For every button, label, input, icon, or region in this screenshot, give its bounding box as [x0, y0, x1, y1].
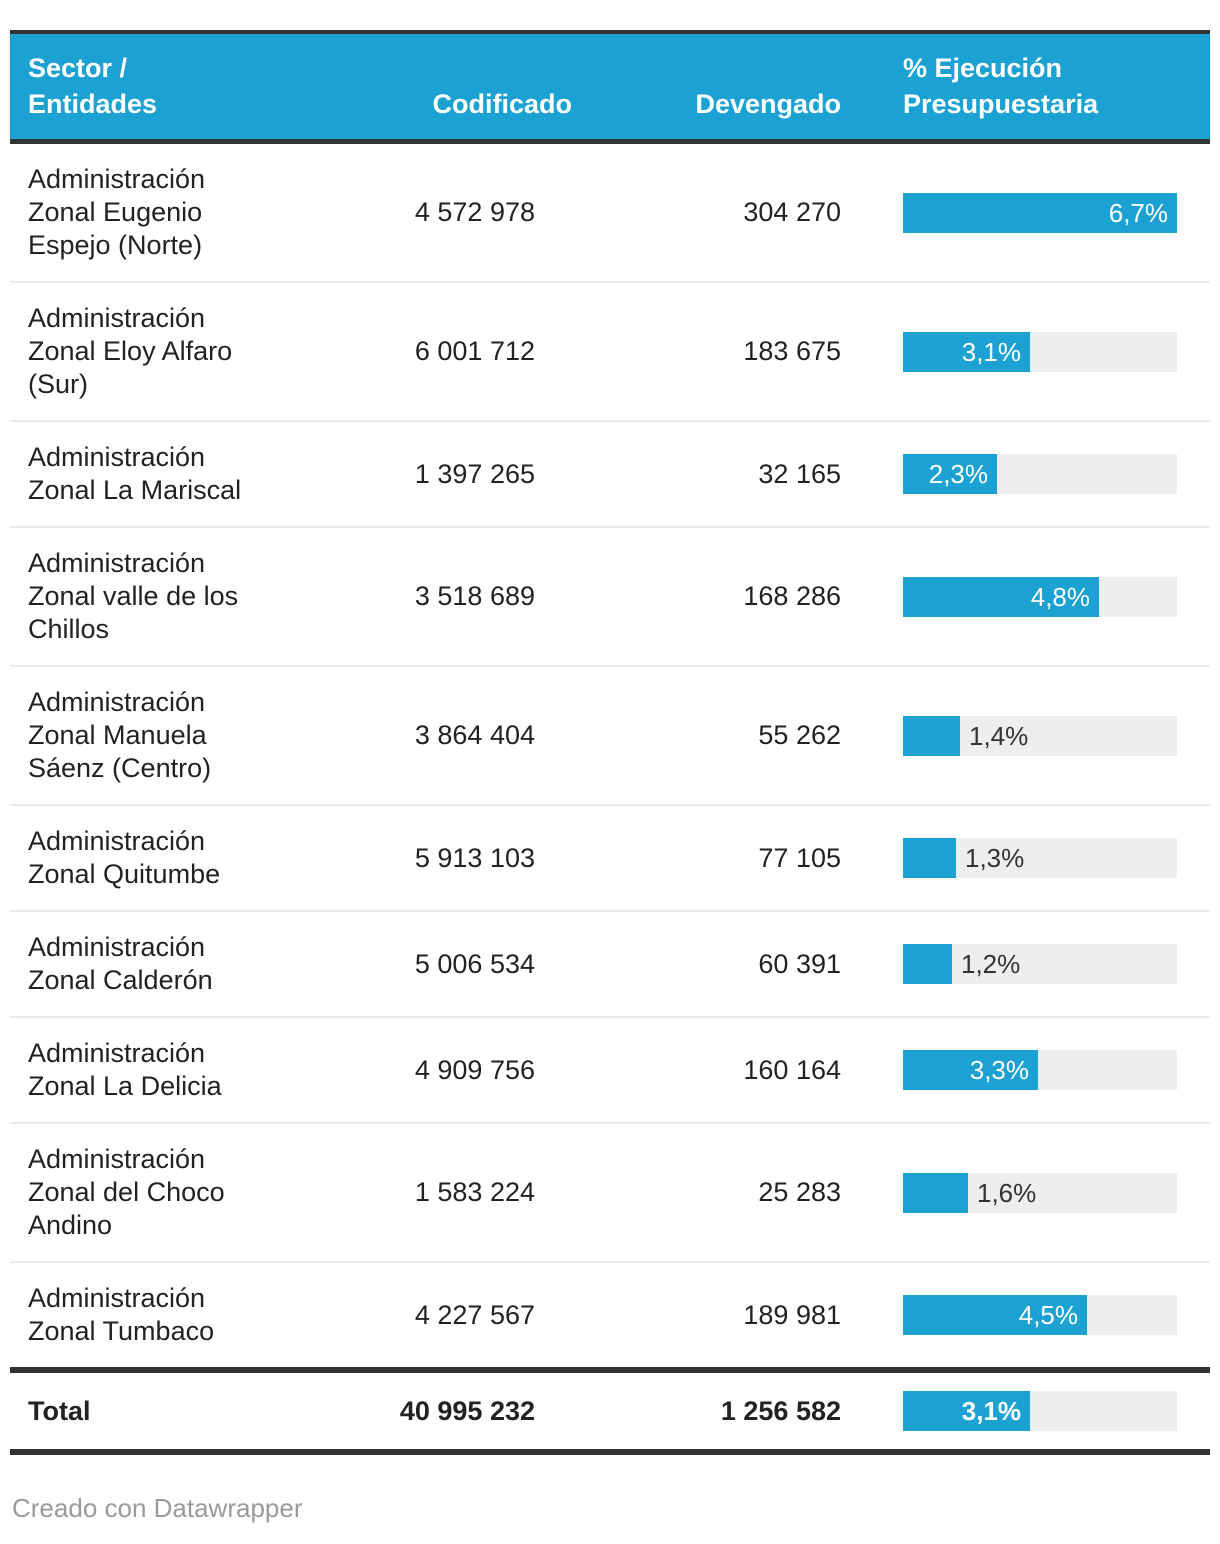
devengado-value: 77 105	[758, 842, 841, 873]
table-row: Administración Zonal Eugenio Espejo (Nor…	[10, 144, 1210, 283]
devengado-value: 55 262	[758, 720, 841, 750]
bar-fill	[903, 1391, 1030, 1431]
bar-label: 3,1%	[961, 1396, 1021, 1426]
sector-name: Administración Zonal La Mariscal	[28, 442, 242, 505]
sector-name: Administración Zonal valle de los Chillo…	[28, 548, 239, 644]
header-sector: Sector / Entidades	[10, 50, 253, 122]
header-ejecucion: % Ejecución Presupuestaria	[903, 53, 1099, 119]
execution-bar-cell: 1,2%	[903, 944, 1177, 984]
bar-label: 3,1%	[961, 336, 1021, 367]
codificado-value: 1 397 265	[414, 458, 535, 489]
devengado-value: 304 270	[743, 197, 841, 227]
budget-execution-table: Sector / Entidades Codificado Devengado …	[10, 30, 1210, 1455]
bar-track: 3,1%	[903, 1391, 1177, 1431]
devengado-value: 189 981	[743, 1299, 841, 1330]
bar-fill	[903, 331, 1030, 372]
bar-track: 6,7%	[903, 192, 1177, 233]
codificado-value: 1 583 224	[414, 1177, 535, 1207]
execution-bar-cell: 3,1%	[903, 331, 1177, 372]
execution-bar-cell: 1,4%	[903, 715, 1177, 756]
execution-bar-cell: 6,7%	[903, 192, 1177, 233]
bar-label: 1,4%	[969, 720, 1029, 751]
bar-fill	[903, 715, 960, 756]
table-row: Administración Zonal Manuela Sáenz (Cent…	[10, 667, 1210, 806]
devengado-value: 183 675	[743, 336, 841, 366]
codificado-value: 4 227 567	[414, 1299, 535, 1330]
bar-track: 3,3%	[903, 1050, 1177, 1090]
table-header-row: Sector / Entidades Codificado Devengado …	[10, 30, 1210, 144]
bar-label: 1,3%	[965, 843, 1025, 873]
codificado-value: 5 913 103	[414, 842, 535, 873]
table-row: Administración Zonal Eloy Alfaro (Sur) 6…	[10, 283, 1210, 422]
sector-name: Administración Zonal Manuela Sáenz (Cent…	[28, 687, 212, 783]
bar-label: 2,3%	[928, 459, 988, 489]
bar-fill	[903, 1172, 968, 1213]
bar-fill	[903, 838, 956, 878]
bar-fill	[903, 1295, 1087, 1335]
table-row: Administración Zonal La Delicia 4 909 75…	[10, 1018, 1210, 1124]
table-row: Administración Zonal La Mariscal 1 397 2…	[10, 422, 1210, 528]
sector-name: Administración Zonal Tumbaco	[28, 1283, 215, 1346]
bar-fill	[903, 454, 997, 494]
bar-label: 1,2%	[961, 949, 1021, 979]
execution-bar-cell: 4,5%	[903, 1295, 1177, 1335]
bar-fill	[903, 1050, 1038, 1090]
bar-track: 4,5%	[903, 1295, 1177, 1335]
bar-fill	[903, 192, 1177, 233]
table-row: Administración Zonal Tumbaco 4 227 567 1…	[10, 1263, 1210, 1367]
sector-name: Administración Zonal del Choco Andino	[28, 1144, 225, 1240]
bar-track: 2,3%	[903, 454, 1177, 494]
bar-label: 4,5%	[1018, 1300, 1078, 1330]
total-label: Total	[28, 1395, 91, 1426]
bar-track: 1,4%	[903, 715, 1177, 756]
datawrapper-credit-link[interactable]: Creado con Datawrapper	[12, 1493, 303, 1523]
header-codificado: Codificado	[432, 89, 573, 119]
table-row: Administración Zonal Calderón 5 006 534 …	[10, 912, 1210, 1018]
table-row: Administración Zonal valle de los Chillo…	[10, 528, 1210, 667]
bar-track: 1,6%	[903, 1172, 1177, 1213]
bar-label: 6,7%	[1108, 197, 1168, 228]
bar-label: 1,6%	[977, 1177, 1037, 1208]
bar-track: 1,3%	[903, 838, 1177, 878]
devengado-value: 160 164	[743, 1054, 841, 1085]
codificado-value: 3 864 404	[414, 720, 535, 750]
bar-label: 4,8%	[1030, 581, 1090, 612]
execution-bar-cell: 4,8%	[903, 576, 1177, 617]
execution-bar-cell: 3,3%	[903, 1050, 1177, 1090]
bar-fill	[903, 576, 1099, 617]
sector-name: Administración Zonal Eloy Alfaro (Sur)	[28, 303, 233, 399]
sector-name: Administración Zonal La Delicia	[28, 1038, 222, 1101]
sector-name: Administración Zonal Eugenio Espejo (Nor…	[28, 164, 206, 260]
sector-name: Administración Zonal Calderón	[28, 932, 213, 995]
execution-bar-cell: 3,1%	[903, 1391, 1177, 1431]
header-devengado: Devengado	[695, 89, 841, 119]
total-codificado-value: 40 995 232	[399, 1395, 535, 1426]
table-row: Administración Zonal Quitumbe 5 913 103 …	[10, 806, 1210, 912]
total-devengado-value: 1 256 582	[720, 1395, 841, 1426]
bar-label: 3,3%	[969, 1055, 1029, 1085]
codificado-value: 4 909 756	[414, 1054, 535, 1085]
table-total-row: Total 40 995 232 1 256 582 3,1%	[10, 1367, 1210, 1455]
bar-track: 3,1%	[903, 331, 1177, 372]
bar-fill	[903, 944, 952, 984]
codificado-value: 3 518 689	[414, 581, 535, 611]
sector-name: Administración Zonal Quitumbe	[28, 826, 221, 889]
devengado-value: 60 391	[758, 948, 841, 979]
execution-bar-cell: 1,6%	[903, 1172, 1177, 1213]
execution-bar-cell: 1,3%	[903, 838, 1177, 878]
devengado-value: 168 286	[743, 581, 841, 611]
devengado-value: 25 283	[758, 1177, 841, 1207]
bar-track: 1,2%	[903, 944, 1177, 984]
codificado-value: 4 572 978	[414, 197, 535, 227]
bar-track: 4,8%	[903, 576, 1177, 617]
header-sector-label: Sector / Entidades	[28, 53, 158, 119]
execution-bar-cell: 2,3%	[903, 454, 1177, 494]
table-row: Administración Zonal del Choco Andino 1 …	[10, 1124, 1210, 1263]
codificado-value: 5 006 534	[414, 948, 535, 979]
devengado-value: 32 165	[758, 458, 841, 489]
codificado-value: 6 001 712	[414, 336, 535, 366]
